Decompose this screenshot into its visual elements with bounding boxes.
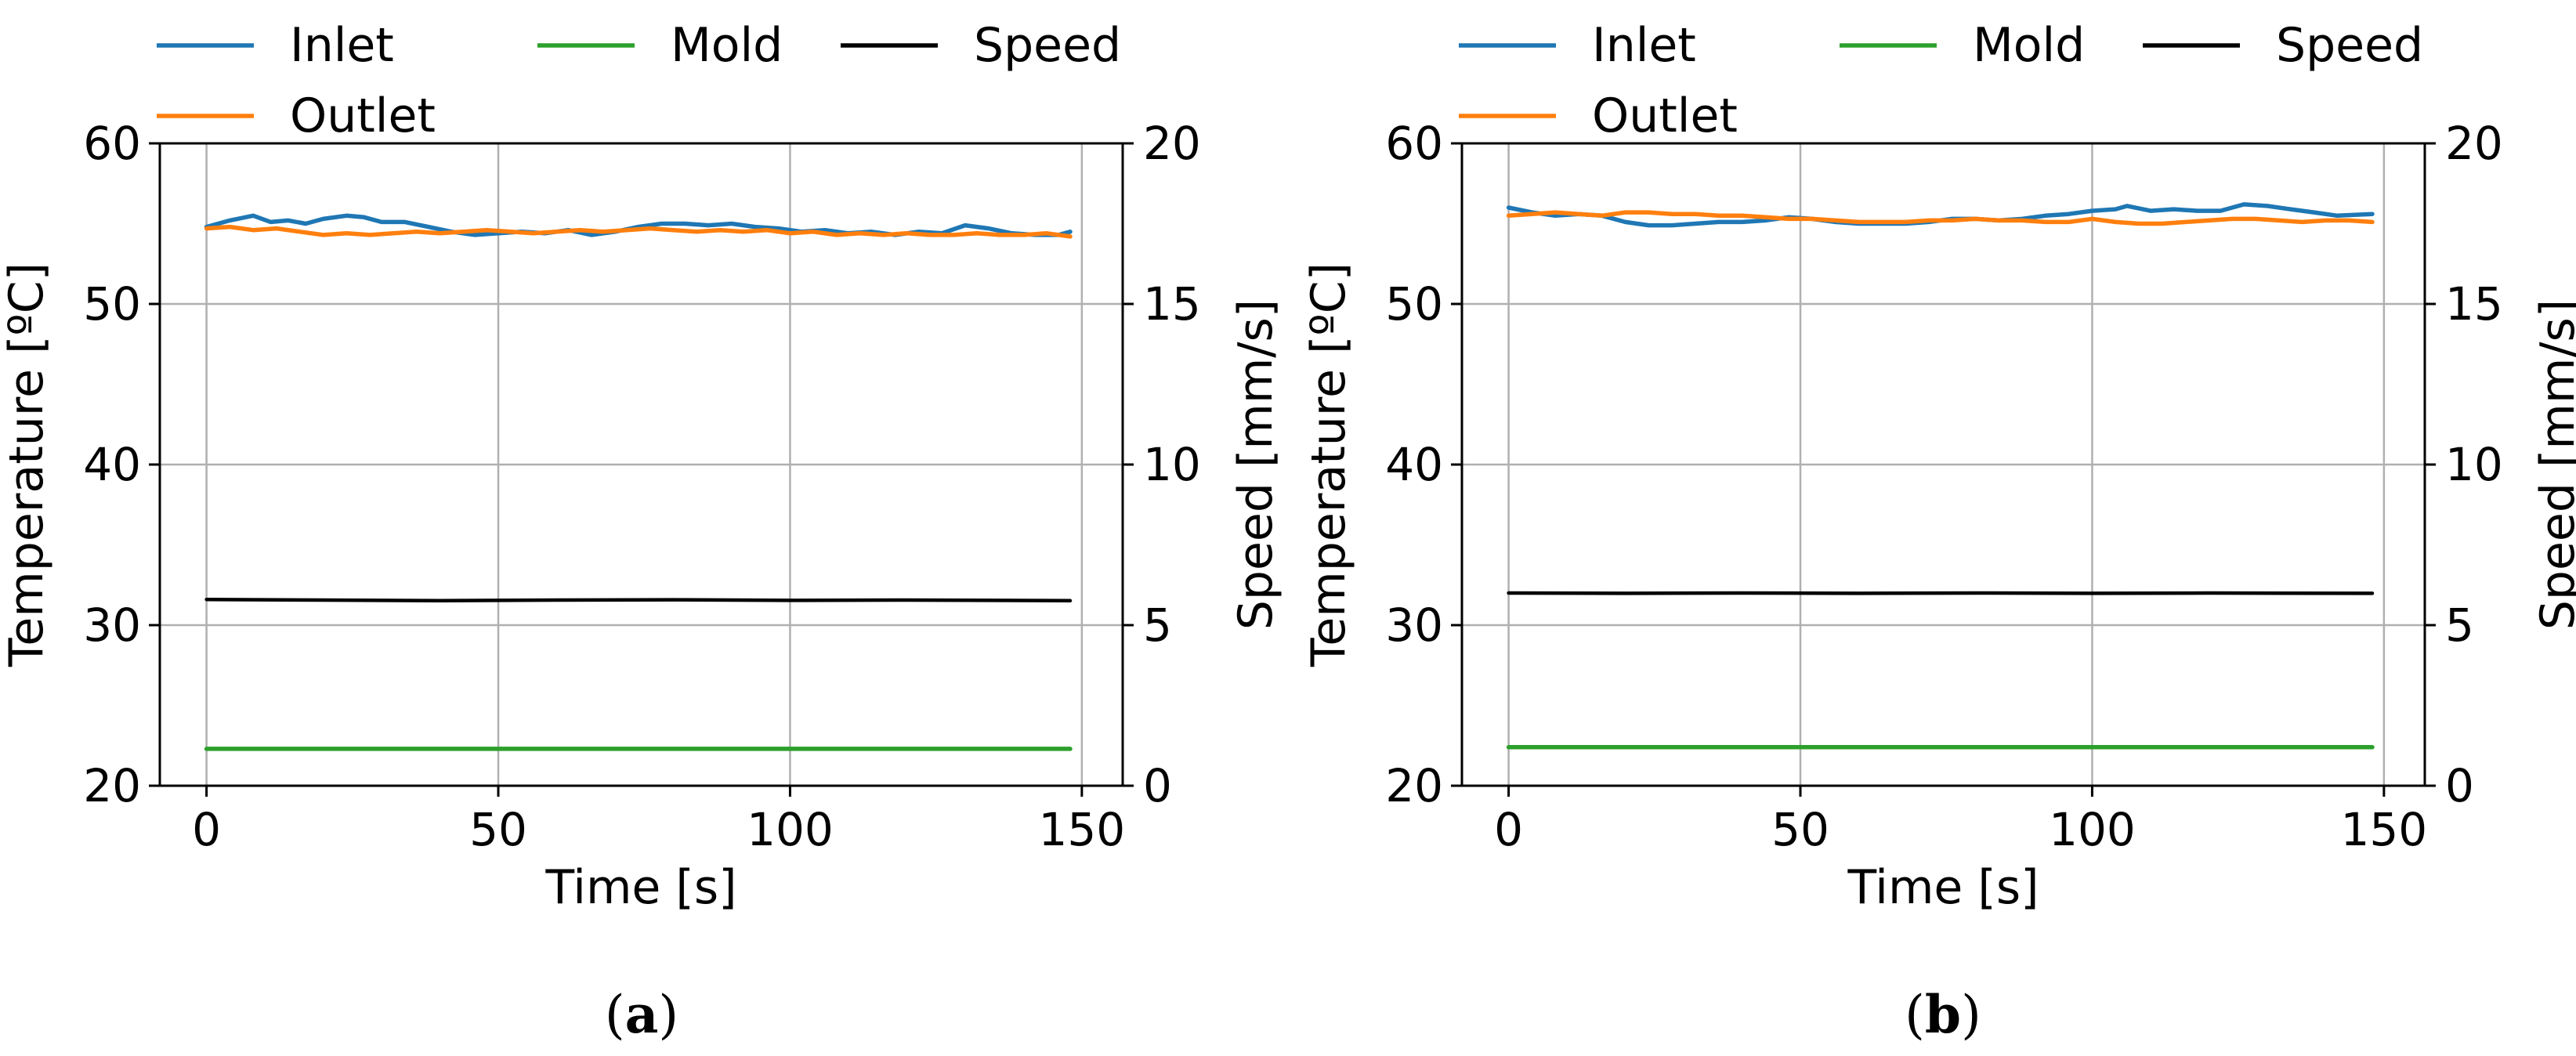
x-tick-label: 50 bbox=[1771, 803, 1829, 856]
chart-panel-a: 0 50 100 150 20 30 40 50 60 0 5 10 15 20 Time [s] Tem… bbox=[0, 18, 1283, 1045]
panel-caption-letter: a bbox=[625, 984, 659, 1045]
legend-label-inlet: Inlet bbox=[290, 18, 394, 73]
y-tick-label: 20 bbox=[1385, 759, 1443, 812]
x-axis-label: Time [s] bbox=[1847, 860, 2039, 915]
y2-tick-label: 0 bbox=[1143, 759, 1172, 812]
y-tick-label: 50 bbox=[83, 277, 141, 331]
y2-tick-label: 5 bbox=[1143, 599, 1172, 652]
y-tick-label: 60 bbox=[83, 117, 141, 170]
y2-tick-label: 5 bbox=[2445, 599, 2474, 652]
y-tick-label: 30 bbox=[1385, 599, 1443, 652]
y2-tick-label: 15 bbox=[2445, 277, 2503, 331]
x-tick-label: 100 bbox=[2049, 803, 2136, 856]
x-axis-label: Time [s] bbox=[545, 860, 737, 915]
panel-caption: (a) bbox=[605, 984, 678, 1045]
x-tick-label: 50 bbox=[469, 803, 527, 856]
ticks-layer: 0 50 100 150 20 30 40 50 60 0 5 10 15 20 bbox=[1385, 117, 2503, 856]
y-tick-label: 40 bbox=[83, 438, 141, 491]
y2-tick-label: 20 bbox=[1143, 117, 1201, 170]
x-tick-label: 0 bbox=[1494, 803, 1523, 856]
legend-label-mold: Mold bbox=[1973, 18, 2085, 73]
y2-tick-label: 20 bbox=[2445, 117, 2503, 170]
y2-tick-label: 10 bbox=[2445, 438, 2503, 491]
y-tick-label: 20 bbox=[83, 759, 141, 812]
panel-caption: (b) bbox=[1905, 984, 1981, 1045]
chart-panel-b: 0 50 100 150 20 30 40 50 60 0 5 10 15 20 Time [s] Tem… bbox=[1301, 18, 2576, 1045]
grid-layer bbox=[1462, 142, 2425, 787]
panel-caption-letter: b bbox=[1925, 984, 1961, 1045]
legend-label-speed: Speed bbox=[974, 18, 1121, 73]
y-tick-label: 50 bbox=[1385, 277, 1443, 331]
y2-axis-label: Speed [mm/s] bbox=[2531, 299, 2576, 630]
y2-axis-label: Speed [mm/s] bbox=[1228, 299, 1283, 630]
x-tick-label: 0 bbox=[192, 803, 221, 856]
series-layer bbox=[1506, 202, 2375, 750]
legend: Inlet Mold Speed Outlet bbox=[1459, 18, 2423, 143]
y-tick-label: 40 bbox=[1385, 438, 1443, 491]
y-tick-label: 60 bbox=[1385, 117, 1443, 170]
legend: Inlet Mold Speed Outlet bbox=[157, 18, 1121, 143]
series-line-outlet bbox=[1506, 210, 2375, 226]
x-tick-label: 150 bbox=[1039, 803, 1126, 856]
y-tick-label: 30 bbox=[83, 599, 141, 652]
y-axis-label: Temperature [ºC] bbox=[1301, 262, 1356, 667]
series-layer bbox=[204, 213, 1073, 751]
legend-label-mold: Mold bbox=[671, 18, 783, 73]
series-line-outlet bbox=[204, 224, 1073, 239]
legend-label-speed: Speed bbox=[2276, 18, 2423, 73]
y2-tick-label: 15 bbox=[1143, 277, 1201, 331]
series-line-speed bbox=[204, 597, 1073, 603]
legend-label-outlet: Outlet bbox=[290, 89, 436, 143]
x-tick-label: 150 bbox=[2341, 803, 2428, 856]
x-tick-label: 100 bbox=[747, 803, 834, 856]
legend-label-inlet: Inlet bbox=[1592, 18, 1696, 73]
grid-layer bbox=[160, 142, 1123, 787]
legend-label-outlet: Outlet bbox=[1592, 89, 1738, 143]
y-axis-label: Temperature [ºC] bbox=[0, 262, 54, 667]
y2-tick-label: 0 bbox=[2445, 759, 2474, 812]
ticks-layer: 0 50 100 150 20 30 40 50 60 0 5 10 15 20 bbox=[83, 117, 1201, 856]
y2-tick-label: 10 bbox=[1143, 438, 1201, 491]
